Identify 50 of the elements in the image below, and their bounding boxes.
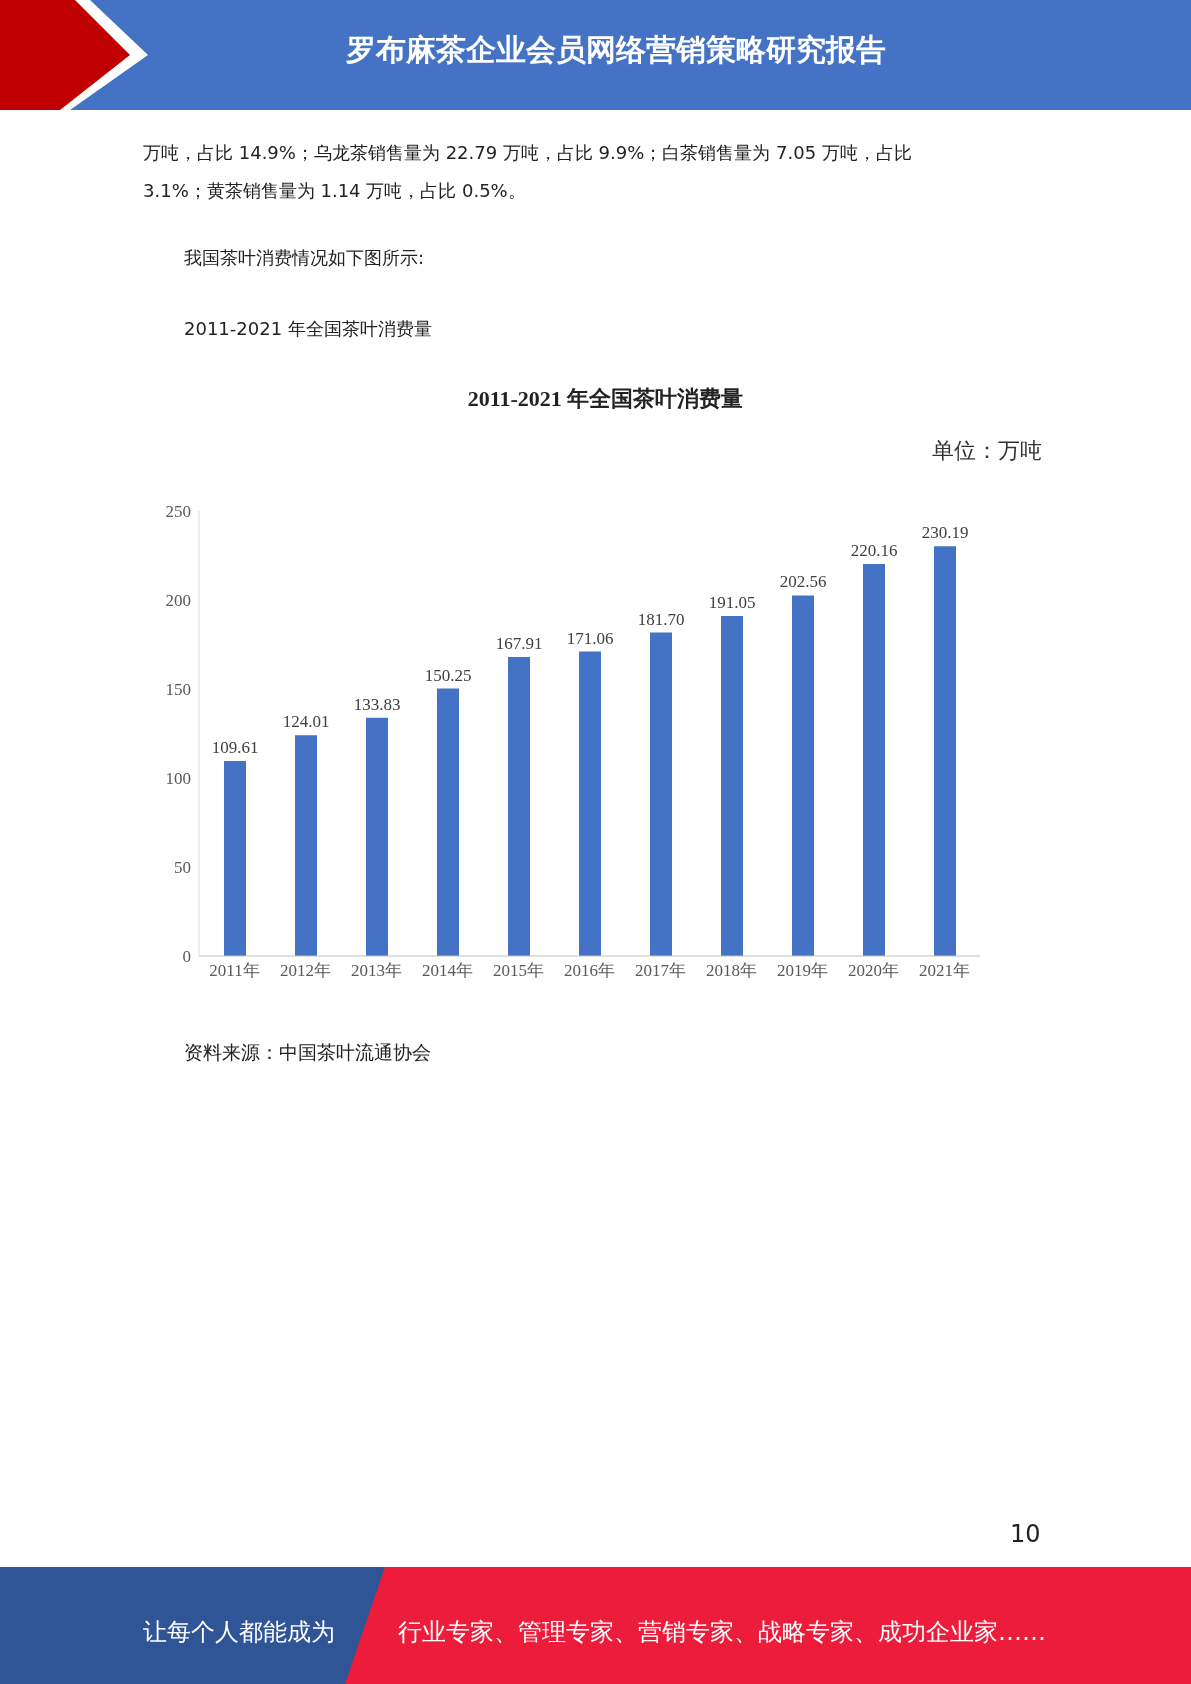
x-tick-label: 2015年 (493, 961, 544, 981)
bar (721, 615, 743, 956)
data-label: 133.83 (353, 694, 401, 714)
bar (934, 546, 956, 956)
data-label: 220.16 (850, 541, 898, 561)
data-label: 150.25 (424, 665, 472, 685)
bar (863, 564, 885, 956)
data-label: 191.05 (708, 592, 756, 612)
text: 2011-2021 年全国茶叶消费量 (184, 317, 432, 341)
y-tick-label: 250 (165, 502, 191, 522)
y-tick-label: 50 (174, 858, 191, 878)
data-label: 109.61 (211, 737, 259, 757)
x-tick-label: 2011年 (209, 961, 260, 981)
bar (366, 717, 388, 956)
x-tick-label: 2014年 (422, 961, 473, 981)
x-tick-label: 2019年 (777, 961, 828, 981)
text: 罗布麻茶企业会员网络营销策略研究报告 (344, 31, 887, 69)
bar (295, 735, 317, 956)
x-tick-label: 2018年 (706, 961, 757, 981)
text: 万吨，占比 14.9%；乌龙茶销售量为 22.79 万吨，占比 9.9%；白茶销售量为 7.05 万吨，占比 (143, 141, 912, 165)
x-tick-label: 2013年 (351, 961, 402, 981)
y-tick-label: 100 (165, 769, 191, 789)
y-tick-label: 150 (165, 680, 191, 700)
text: 让每个人都能成为 (143, 1617, 335, 1648)
x-tick-label: 2020年 (848, 961, 899, 981)
data-label: 230.19 (921, 523, 969, 543)
bar (508, 657, 530, 956)
x-tick-label: 2012年 (280, 961, 331, 981)
data-label: 181.70 (637, 609, 685, 629)
text: 资料来源：中国茶叶流通协会 (184, 1040, 431, 1065)
bar (224, 760, 246, 956)
bar (579, 651, 601, 956)
chart-title: 2011-2021 年全国茶叶消费量 (466, 385, 745, 413)
bar (792, 595, 814, 956)
data-label: 124.01 (282, 712, 330, 732)
text: 我国茶叶消费情况如下图所示: (184, 246, 425, 270)
y-axis-title: 单位：万吨 (932, 437, 1042, 465)
y-tick-label: 200 (165, 591, 191, 611)
text: 10 (1010, 1520, 1041, 1548)
x-tick-label: 2016年 (564, 961, 615, 981)
y-tick-label: 0 (182, 947, 191, 967)
text: 3.1%；黄茶销售量为 1.14 万吨，占比 0.5%。 (143, 179, 526, 203)
bar (650, 632, 672, 956)
data-label: 202.56 (779, 572, 827, 592)
text: 行业专家、管理专家、营销专家、战略专家、成功企业家…… (398, 1617, 1046, 1648)
x-tick-label: 2021年 (919, 961, 970, 981)
x-tick-label: 2017年 (635, 961, 686, 981)
bar (437, 688, 459, 956)
data-label: 167.91 (495, 634, 543, 654)
data-label: 171.06 (566, 628, 614, 648)
